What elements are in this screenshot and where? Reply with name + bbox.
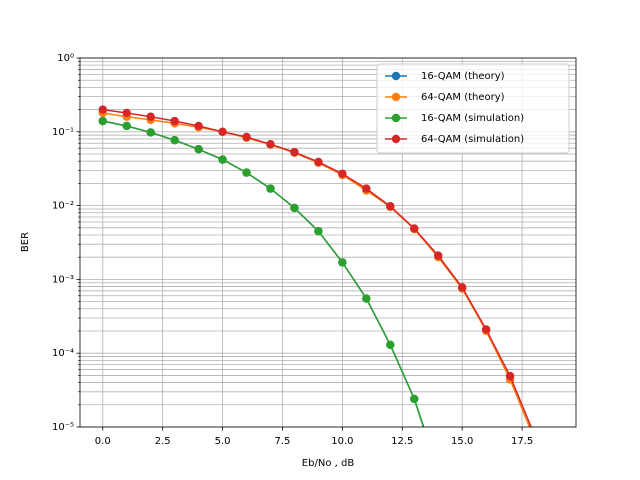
marker [122, 121, 131, 131]
marker [122, 108, 131, 118]
y-tick-label: 10⁻⁴ [52, 348, 74, 359]
series-line [102, 108, 532, 427]
marker [410, 394, 419, 404]
marker [314, 157, 323, 167]
marker [338, 258, 347, 267]
legend-label: 64-QAM (simulation) [421, 134, 524, 145]
marker [146, 128, 155, 137]
y-tick-label: 10⁻¹ [52, 127, 74, 138]
legend-marker [391, 113, 401, 123]
marker [434, 469, 442, 477]
y-tick-label: 10⁻⁵ [52, 422, 74, 433]
marker [290, 203, 299, 213]
marker [434, 466, 442, 474]
marker [338, 169, 347, 178]
marker [194, 145, 203, 154]
marker [98, 116, 107, 126]
marker [218, 155, 227, 164]
marker [194, 121, 203, 131]
y-tick-label: 10⁰ [57, 53, 74, 64]
x-tick-label: 12.5 [391, 436, 413, 447]
marker [434, 251, 443, 260]
legend-box [376, 63, 570, 154]
series-line [102, 120, 425, 427]
y-tick-label: 10⁻² [52, 201, 74, 212]
series-line [102, 120, 425, 427]
x-tick-label: 17.5 [511, 436, 533, 447]
legend-marker [391, 92, 401, 102]
marker [410, 224, 419, 233]
x-tick-label: 10.0 [331, 436, 353, 447]
y-axis-label: BER [20, 232, 31, 252]
x-tick-label: 15.0 [451, 436, 473, 447]
x-axis-label: Eb/No , dB [302, 458, 355, 469]
marker [242, 168, 251, 177]
y-tick-label: 10⁻³ [52, 274, 74, 285]
legend-label: 16-QAM (simulation) [421, 113, 524, 124]
legend-label: 16-QAM (theory) [421, 71, 505, 82]
legend-marker [391, 71, 401, 81]
plot-frame [79, 57, 577, 428]
marker [290, 147, 299, 157]
x-tick-label: 7.5 [275, 436, 291, 447]
marker [362, 184, 371, 193]
marker [266, 184, 275, 193]
marker [218, 127, 227, 136]
marker [386, 202, 395, 211]
marker [170, 116, 179, 126]
marker [362, 294, 371, 303]
x-tick-label: 2.5 [155, 436, 171, 447]
x-tick-label: 0.0 [95, 436, 111, 447]
marker [146, 112, 155, 121]
marker [170, 135, 179, 145]
marker [457, 283, 467, 292]
marker [386, 340, 395, 349]
legend-marker [391, 134, 401, 144]
marker [266, 139, 275, 149]
marker [98, 105, 107, 114]
marker [505, 371, 515, 381]
marker [242, 132, 251, 142]
marker [481, 325, 491, 334]
marker [314, 226, 323, 236]
legend-label: 64-QAM (theory) [421, 92, 505, 103]
x-tick-label: 5.0 [215, 436, 231, 447]
